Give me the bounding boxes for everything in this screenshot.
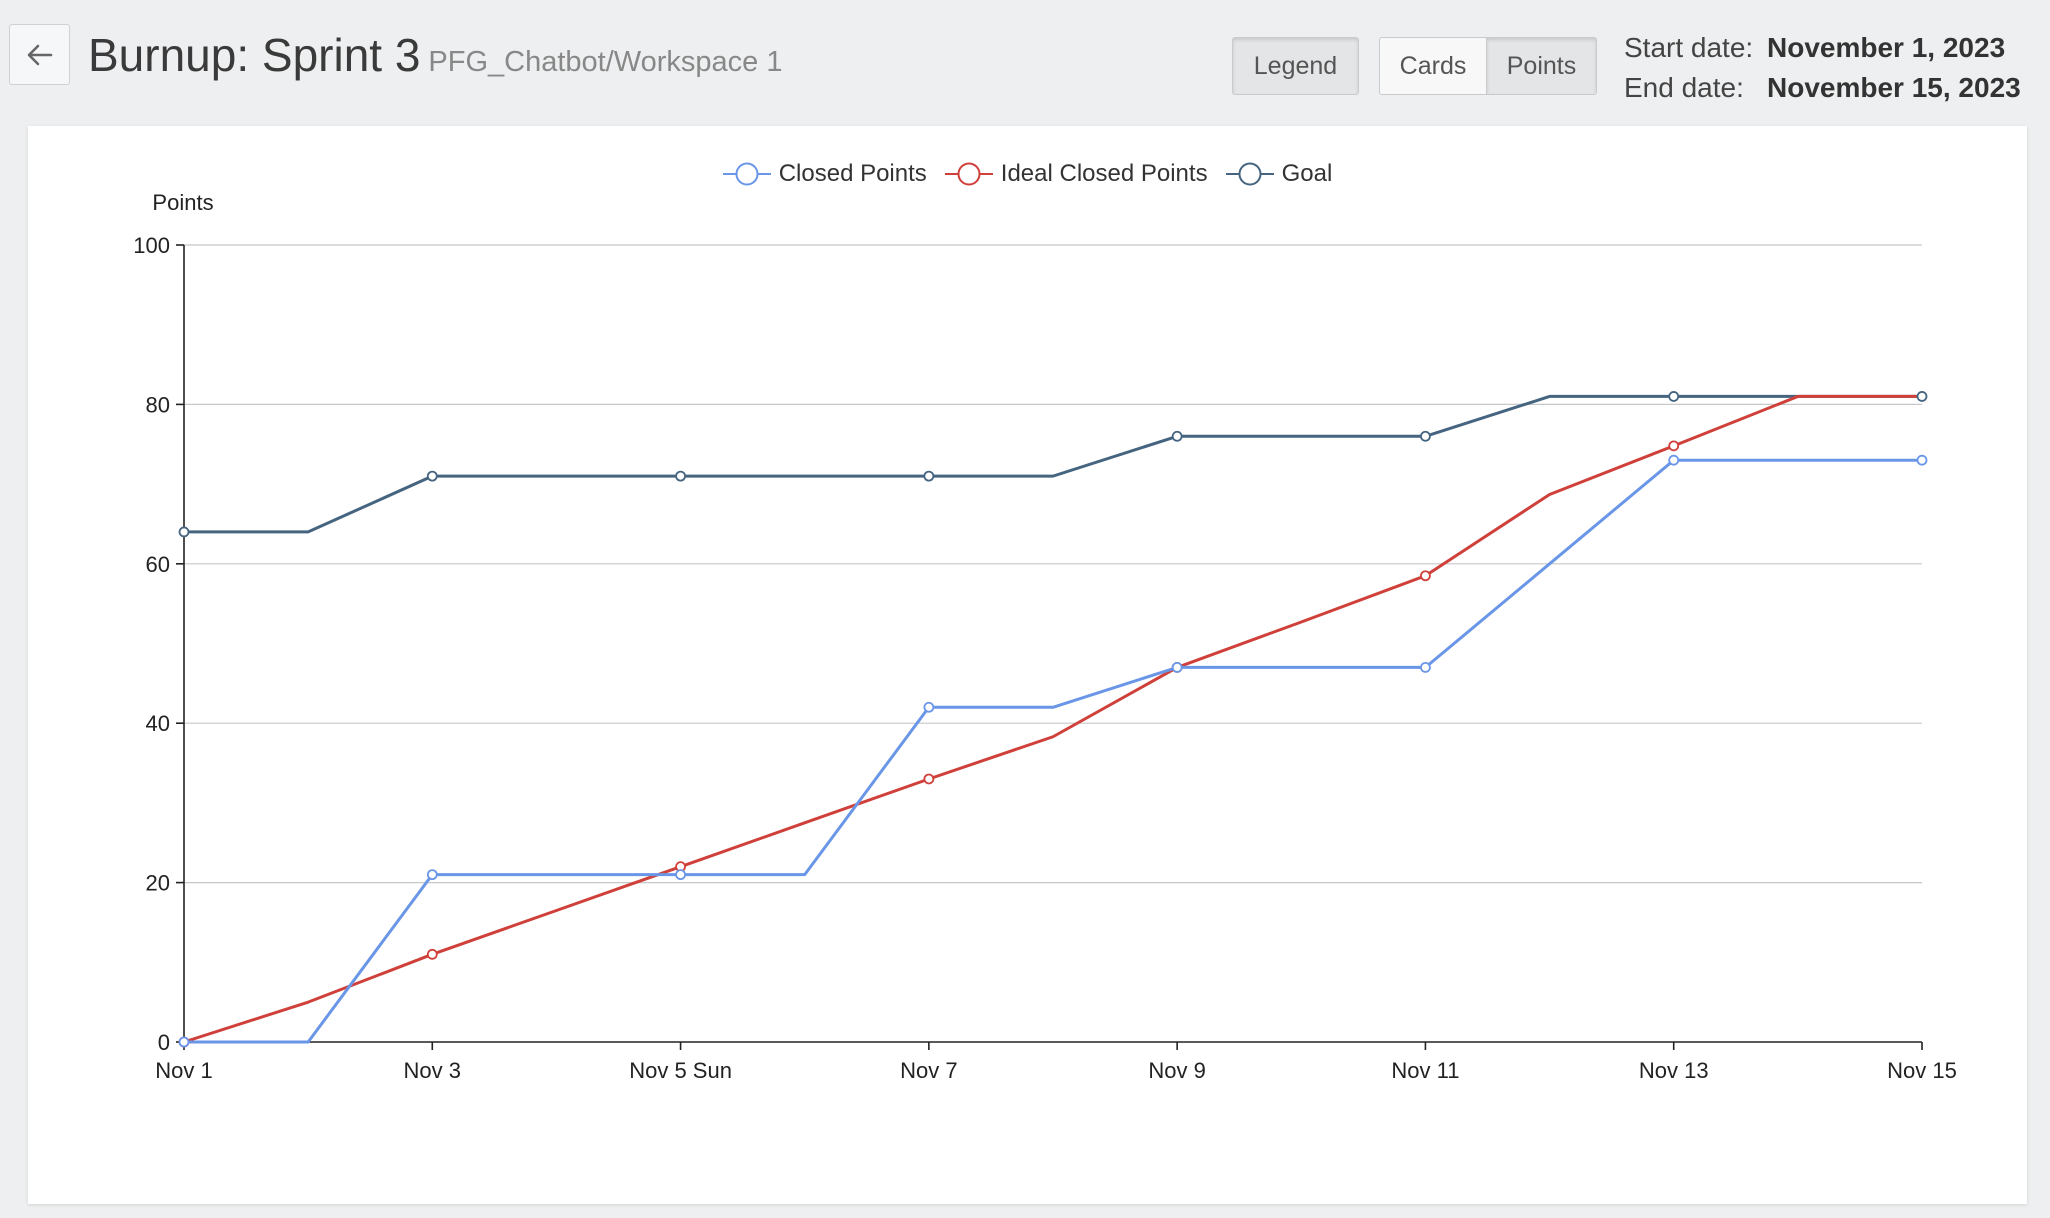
data-point <box>675 470 686 482</box>
data-point <box>923 470 935 482</box>
data-point <box>923 773 935 785</box>
y-tick-label: 20 <box>146 871 170 896</box>
legend-item[interactable]: Closed Points <box>722 160 927 188</box>
sprint-dates: Start date: November 1, 2023 End date: N… <box>1624 28 2021 108</box>
points-mode-button[interactable]: Points <box>1486 37 1597 95</box>
cards-mode-button[interactable]: Cards <box>1379 37 1487 95</box>
data-point <box>1668 440 1680 452</box>
data-point <box>675 869 686 881</box>
data-point <box>1171 430 1183 442</box>
chart-card: Closed Points Ideal Closed Points Goal 0 20… <box>28 126 2027 1204</box>
chart-legend: Closed Points Ideal Closed Points Goal <box>28 160 2027 188</box>
data-point <box>1668 454 1680 466</box>
chart-title: Burnup: Sprint 3 <box>88 29 421 81</box>
y-tick-label: 0 <box>158 1030 170 1055</box>
page-title: Burnup: Sprint 3 PFG_Chatbot/Workspace 1 <box>88 28 783 82</box>
data-point <box>426 948 438 960</box>
back-button[interactable] <box>9 24 70 85</box>
data-point <box>1668 391 1680 402</box>
data-point <box>1420 430 1431 442</box>
x-tick-label: Nov 7 <box>900 1058 957 1083</box>
burnup-chart: 0 20 40 60 80 100 Points Nov 1 Nov 3 Nov 5 Sun Nov… <box>133 190 1957 1083</box>
x-tick-label: Nov 1 <box>155 1058 212 1083</box>
series-line-ideal-closed-points <box>183 394 1922 1044</box>
legend-item[interactable]: Ideal Closed Points <box>944 160 1208 188</box>
x-tick-label: Nov 9 <box>1148 1058 1205 1083</box>
data-point <box>426 869 438 881</box>
series-line-goal <box>184 394 1922 534</box>
data-point <box>178 1036 190 1048</box>
page-header: Burnup: Sprint 3 PFG_Chatbot/Workspace 1 … <box>0 0 2050 125</box>
legend-marker-icon <box>944 162 993 186</box>
y-tick-label: 80 <box>146 392 170 417</box>
start-date-value: November 1, 2023 <box>1767 32 2006 63</box>
data-point <box>426 470 438 482</box>
end-date-label: End date: <box>1624 72 1744 103</box>
x-tick-label: Nov 3 <box>404 1058 461 1083</box>
workspace-path: PFG_Chatbot/Workspace 1 <box>428 46 783 78</box>
data-point <box>1420 570 1431 582</box>
y-tick-label: 40 <box>146 711 170 736</box>
start-date-label: Start date: <box>1624 32 1754 63</box>
data-point <box>1171 662 1183 673</box>
legend-marker-icon <box>722 162 771 186</box>
x-tick-label: Nov 5 Sun <box>629 1058 732 1083</box>
data-point <box>178 526 190 538</box>
series-line-closed-points <box>184 458 1922 1044</box>
data-point <box>923 701 935 713</box>
data-point <box>1916 454 1928 466</box>
arrow-left-icon <box>27 44 52 65</box>
legend-marker-icon <box>1225 162 1274 186</box>
x-tick-label: Nov 13 <box>1639 1058 1709 1083</box>
data-point <box>1916 391 1928 402</box>
x-tick-label: Nov 15 <box>1887 1058 1957 1083</box>
legend-label: Closed Points <box>778 160 927 187</box>
legend-toggle-button[interactable]: Legend <box>1232 37 1359 95</box>
end-date-value: November 15, 2023 <box>1767 72 2021 103</box>
y-tick-label: 60 <box>146 552 170 577</box>
data-point <box>1420 662 1431 673</box>
legend-label: Ideal Closed Points <box>1000 160 1208 187</box>
y-axis-label: Points <box>152 190 213 215</box>
x-tick-label: Nov 11 <box>1391 1058 1459 1083</box>
legend-label: Goal <box>1281 160 1333 187</box>
legend-item[interactable]: Goal <box>1225 160 1333 188</box>
y-tick-label: 100 <box>133 233 170 258</box>
